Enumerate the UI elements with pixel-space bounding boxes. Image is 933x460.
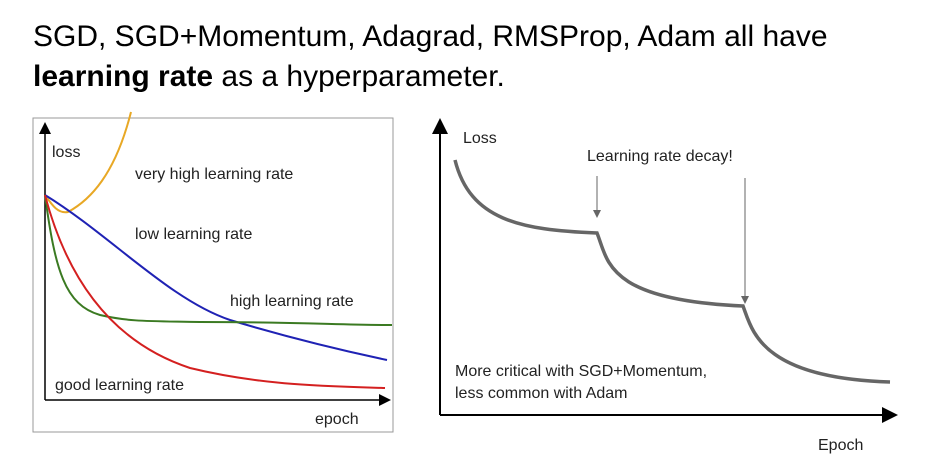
title-line: SGD, SGD+Momentum, Adagrad, RMSProp, Ada… [33,20,828,53]
note: less common with Adam [455,385,628,402]
axis-label: Epoch [818,437,863,454]
axis-label: Loss [463,130,497,147]
curve-label: low learning rate [135,226,253,243]
curve [44,111,132,214]
title-bold: learning rate [33,60,213,93]
note: More critical with SGD+Momentum, [455,363,707,380]
curve-label: good learning rate [55,377,184,394]
axis-label: loss [52,144,80,161]
curve [44,194,393,326]
loss-curve [453,159,891,384]
curve-label: very high learning rate [135,166,293,183]
title-rest: as a hyperparameter. [213,60,505,93]
title-line: learning rate as a hyperparameter. [33,60,505,93]
axis-label: epoch [315,411,359,428]
curve [44,194,386,389]
figure-frame [32,117,394,433]
annotation: Learning rate decay! [587,148,733,165]
curve-label: high learning rate [230,293,354,310]
curve [44,194,388,361]
